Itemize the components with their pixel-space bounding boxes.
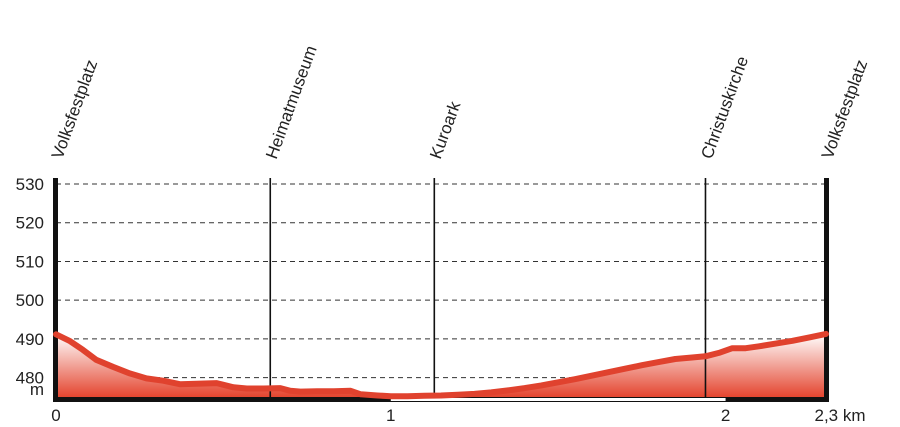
- x-tick-label-1: 1: [386, 406, 395, 425]
- y-axis-unit: m: [30, 380, 44, 399]
- elevation-line: [53, 330, 829, 400]
- elevation-fill: [56, 333, 826, 397]
- elevation-line-group: [53, 330, 829, 400]
- elevation-area: [56, 333, 826, 397]
- y-tick-label-520: 520: [16, 214, 44, 233]
- y-tick-label-510: 510: [16, 252, 44, 271]
- y-tick-labels: 480 490 500 510 520 530 m: [16, 175, 44, 399]
- y-tick-label-530: 530: [16, 175, 44, 194]
- waypoint-label-1: Heimatmuseum: [262, 43, 321, 161]
- right-axis-bar: [824, 178, 829, 397]
- waypoint-label-4: Volksfestplatz: [818, 57, 871, 161]
- y-tick-label-480: 480: [16, 369, 44, 388]
- y-tick-label-500: 500: [16, 291, 44, 310]
- grid-lines: [56, 183, 826, 379]
- x-tick-label-0: 0: [51, 406, 60, 425]
- x-tick-label-2: 2: [721, 406, 730, 425]
- axes: [53, 178, 829, 402]
- waypoint-label-0: Volksfestplatz: [48, 57, 101, 161]
- x-tick-labels: 0 1 2 2,3 km: [51, 406, 865, 425]
- x-tick-label-3: 2,3 km: [814, 406, 865, 425]
- waypoint-label-3: Christuskirche: [697, 54, 752, 162]
- left-axis-bar: [53, 178, 58, 397]
- scale-segment-1: [390, 398, 726, 401]
- waypoint-labels: Volksfestplatz Heimatmuseum Kuroark Christu…: [48, 43, 871, 161]
- waypoint-label-2: Kuroark: [426, 98, 464, 161]
- waypoint-markers: [269, 178, 707, 397]
- y-tick-label-490: 490: [16, 330, 44, 349]
